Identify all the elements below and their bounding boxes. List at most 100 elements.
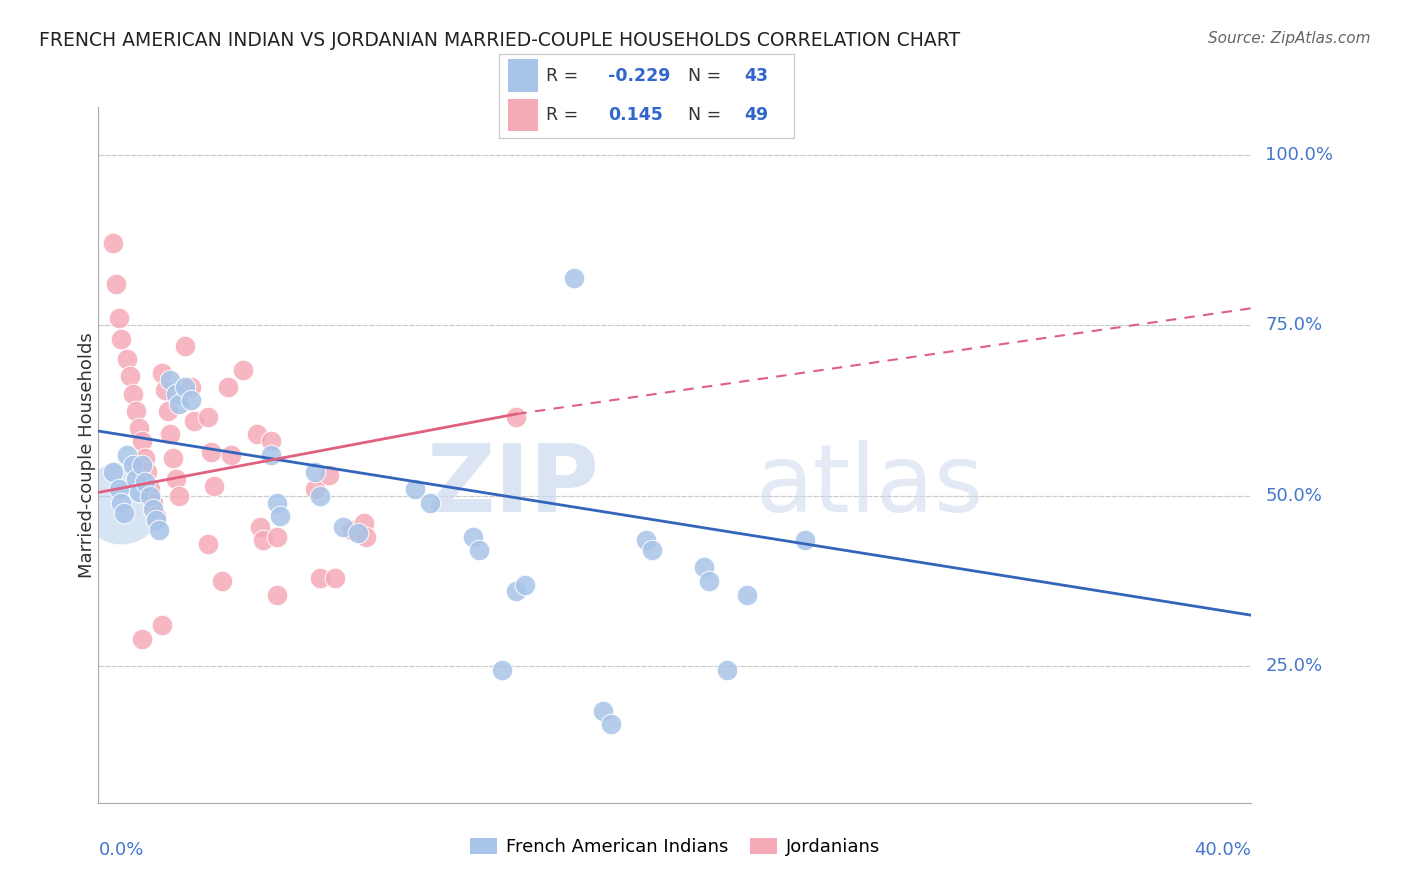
Text: 100.0%: 100.0% bbox=[1265, 145, 1333, 164]
Point bbox=[318, 468, 340, 483]
Point bbox=[174, 380, 197, 394]
Point bbox=[249, 519, 271, 533]
Point bbox=[142, 502, 165, 516]
Text: atlas: atlas bbox=[755, 441, 984, 533]
Point bbox=[148, 523, 170, 537]
Point bbox=[156, 403, 179, 417]
Point bbox=[356, 530, 378, 544]
Point bbox=[150, 618, 173, 632]
Point bbox=[128, 420, 150, 434]
Point bbox=[125, 403, 148, 417]
Point bbox=[117, 352, 138, 367]
Point bbox=[134, 475, 156, 490]
Point bbox=[125, 472, 148, 486]
Point bbox=[120, 369, 142, 384]
Point bbox=[197, 410, 219, 425]
Point bbox=[309, 489, 332, 503]
Point bbox=[513, 577, 536, 591]
Point bbox=[600, 717, 623, 731]
Point bbox=[165, 386, 187, 401]
Text: 40.0%: 40.0% bbox=[1195, 841, 1251, 859]
Point bbox=[142, 496, 165, 510]
Point bbox=[461, 530, 484, 544]
Point bbox=[139, 489, 162, 503]
Point bbox=[159, 427, 181, 442]
Point bbox=[505, 584, 527, 599]
Text: 25.0%: 25.0% bbox=[1265, 657, 1322, 675]
Point bbox=[202, 478, 225, 492]
Point bbox=[139, 482, 162, 496]
Text: 50.0%: 50.0% bbox=[1265, 487, 1322, 505]
Point bbox=[183, 414, 205, 428]
Point bbox=[104, 277, 127, 292]
Point bbox=[211, 574, 233, 588]
Point bbox=[134, 451, 156, 466]
Point bbox=[353, 516, 375, 530]
Point bbox=[266, 496, 288, 510]
Point bbox=[419, 496, 441, 510]
Y-axis label: Married-couple Households: Married-couple Households bbox=[79, 332, 96, 578]
Point bbox=[266, 530, 288, 544]
Point bbox=[323, 571, 346, 585]
Text: 75.0%: 75.0% bbox=[1265, 317, 1322, 334]
Point bbox=[468, 543, 491, 558]
Text: 49: 49 bbox=[744, 106, 768, 124]
Bar bbox=[508, 99, 537, 131]
Point bbox=[252, 533, 274, 548]
Point bbox=[131, 434, 153, 449]
Point bbox=[107, 311, 129, 326]
Bar bbox=[508, 60, 537, 92]
Point bbox=[122, 458, 145, 472]
Point bbox=[153, 383, 176, 397]
Point bbox=[693, 560, 716, 574]
Legend: French American Indians, Jordanians: French American Indians, Jordanians bbox=[463, 830, 887, 863]
Point bbox=[101, 465, 124, 479]
Point bbox=[405, 482, 427, 496]
Point bbox=[562, 270, 585, 285]
Point bbox=[197, 536, 219, 550]
Point bbox=[112, 506, 135, 520]
Point bbox=[101, 236, 124, 251]
Text: N =: N = bbox=[688, 106, 727, 124]
Point bbox=[266, 588, 288, 602]
Point bbox=[641, 543, 664, 558]
Point bbox=[167, 489, 190, 503]
Text: FRENCH AMERICAN INDIAN VS JORDANIAN MARRIED-COUPLE HOUSEHOLDS CORRELATION CHART: FRENCH AMERICAN INDIAN VS JORDANIAN MARR… bbox=[39, 31, 960, 50]
Point bbox=[131, 632, 153, 646]
Point bbox=[180, 380, 202, 394]
Point bbox=[180, 393, 202, 408]
Point bbox=[110, 496, 132, 510]
Text: N =: N = bbox=[688, 67, 727, 85]
Text: 0.0%: 0.0% bbox=[98, 841, 143, 859]
Point bbox=[309, 571, 332, 585]
Point bbox=[174, 339, 197, 353]
Point bbox=[304, 482, 326, 496]
Text: R =: R = bbox=[547, 67, 583, 85]
Point bbox=[219, 448, 242, 462]
Point bbox=[136, 465, 159, 479]
Point bbox=[117, 448, 138, 462]
Point bbox=[159, 373, 181, 387]
Point bbox=[200, 444, 222, 458]
Point bbox=[260, 434, 283, 449]
Point bbox=[505, 410, 527, 425]
Point bbox=[217, 380, 239, 394]
Point bbox=[491, 663, 513, 677]
Point bbox=[150, 366, 173, 380]
Point bbox=[716, 663, 738, 677]
Point bbox=[735, 588, 758, 602]
Point bbox=[592, 704, 614, 718]
Point bbox=[110, 496, 132, 510]
Point bbox=[110, 332, 132, 346]
Text: ZIP: ZIP bbox=[427, 441, 600, 533]
Point bbox=[793, 533, 815, 548]
Point bbox=[165, 472, 187, 486]
Text: Source: ZipAtlas.com: Source: ZipAtlas.com bbox=[1208, 31, 1371, 46]
Point bbox=[131, 458, 153, 472]
Point bbox=[636, 533, 658, 548]
Point bbox=[269, 509, 291, 524]
Text: R =: R = bbox=[547, 106, 583, 124]
Point bbox=[145, 509, 167, 524]
Point bbox=[260, 448, 283, 462]
Point bbox=[304, 465, 326, 479]
